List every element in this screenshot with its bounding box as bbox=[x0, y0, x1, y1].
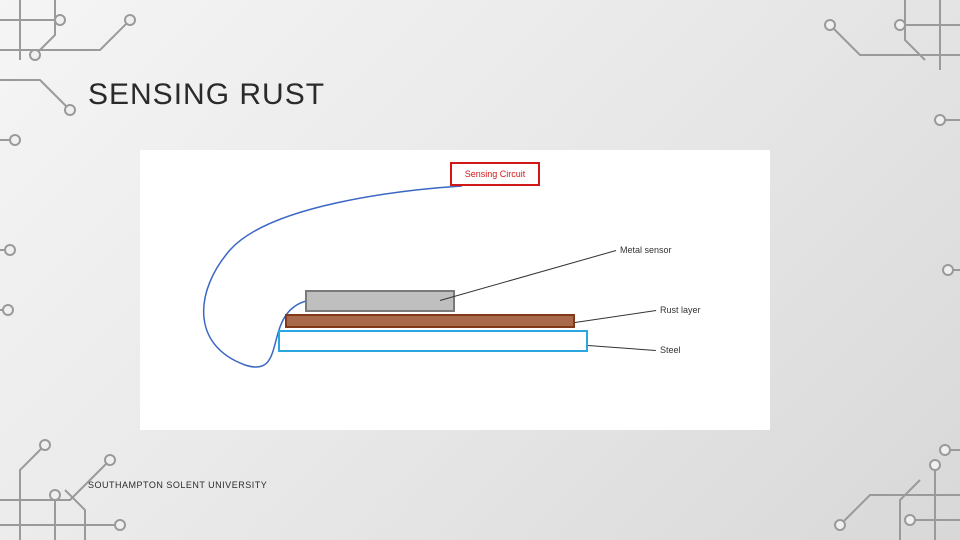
label-metal-sensor: Metal sensor bbox=[620, 245, 672, 255]
metal-sensor-layer bbox=[305, 290, 455, 312]
sensing-circuit-label: Sensing Circuit bbox=[465, 169, 526, 179]
slide-title: SENSING RUST bbox=[88, 78, 325, 112]
diagram-panel: Sensing Circuit Metal sensor Rust layer … bbox=[140, 150, 770, 430]
label-steel: Steel bbox=[660, 345, 681, 355]
footer-text: SOUTHAMPTON SOLENT UNIVERSITY bbox=[88, 480, 267, 490]
wire-path bbox=[140, 150, 770, 430]
rust-layer bbox=[285, 314, 575, 328]
label-rust-layer: Rust layer bbox=[660, 305, 701, 315]
steel-layer bbox=[278, 330, 588, 352]
sensing-circuit-box: Sensing Circuit bbox=[450, 162, 540, 186]
